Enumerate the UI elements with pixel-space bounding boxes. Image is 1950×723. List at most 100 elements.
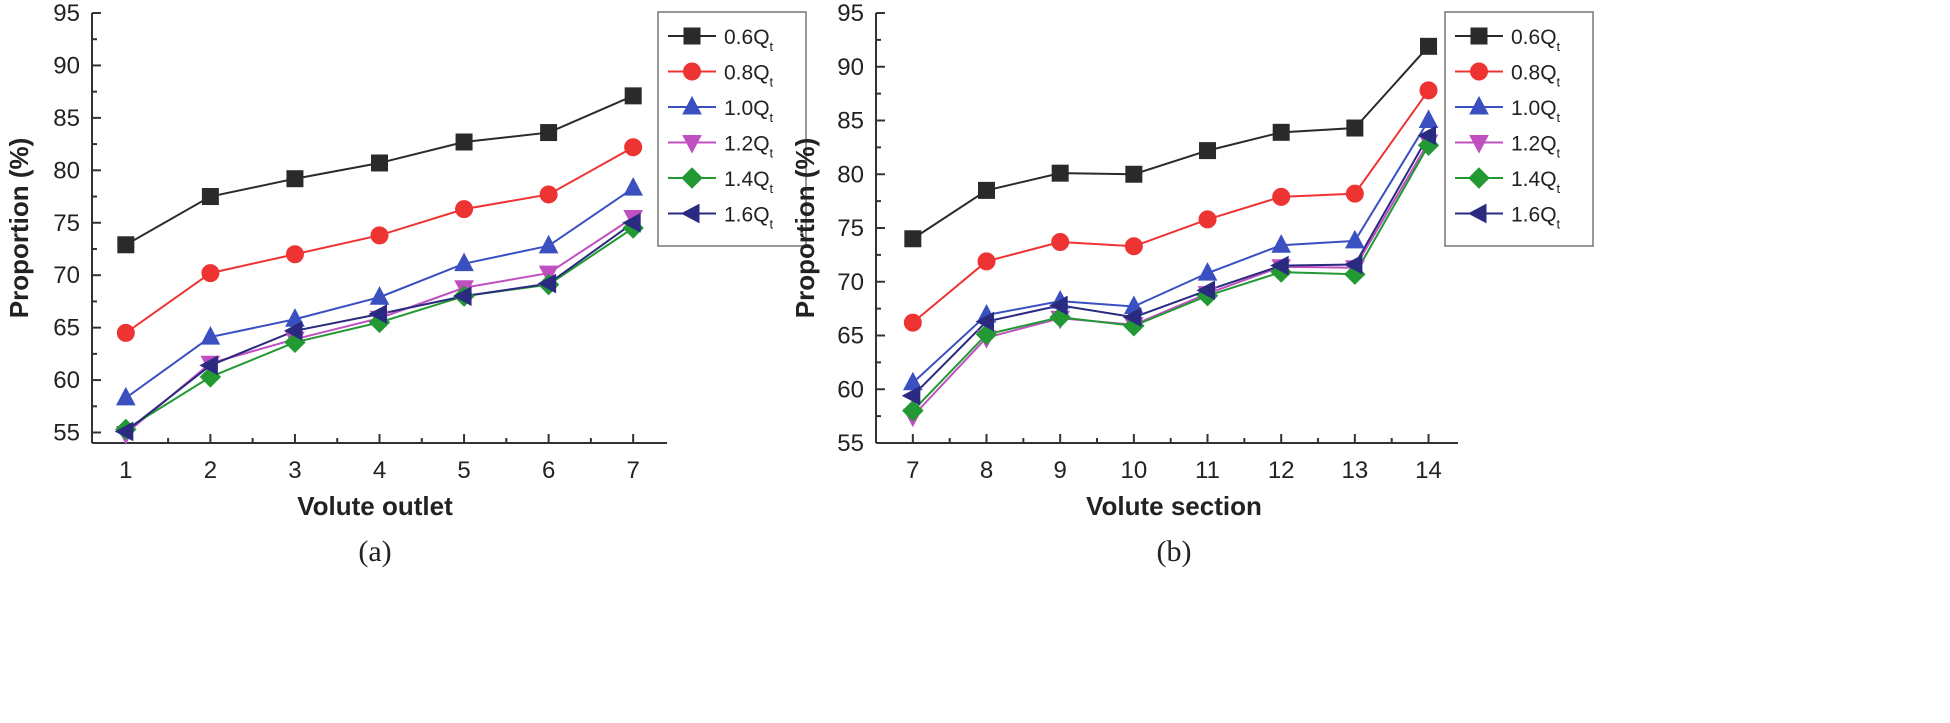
legend-label: 0.8Qt (724, 62, 774, 90)
data-point (1272, 123, 1290, 141)
y-axis-title: Proportion (%) (790, 138, 820, 319)
legend-marker (683, 27, 701, 45)
y-tick-label: 70 (837, 269, 864, 296)
data-point (285, 245, 304, 264)
data-point (1198, 210, 1217, 229)
legend-label-subscript: t (1557, 181, 1561, 196)
legend-label-subscript: t (770, 146, 774, 161)
legend-label-main: 0.8Q (1511, 62, 1557, 85)
legend-marker (1469, 135, 1489, 154)
data-point (624, 87, 642, 105)
legend-label: 1.4Qt (1511, 168, 1561, 196)
legend-marker (682, 95, 702, 115)
legend-label-main: 1.0Q (724, 97, 770, 120)
legend-label: 1.0Qt (1511, 97, 1561, 125)
data-point (283, 320, 303, 341)
panel-label: (b) (1157, 535, 1192, 568)
panel-a: 55 60 65 70 75 80 85 90 95 1 2 3 4 5 6 7 Proportion (%) V… (4, 0, 807, 568)
data-point (901, 385, 921, 406)
x-axis-title: Volute outlet (297, 491, 453, 521)
legend-label-main: 1.6Q (1511, 204, 1557, 227)
data-point (622, 212, 641, 233)
legend-label: 1.0Qt (724, 97, 774, 125)
series-line (912, 141, 1430, 417)
legend-label: 1.6Qt (724, 204, 774, 232)
legend-label-main: 0.6Q (1511, 26, 1557, 49)
data-point (286, 170, 304, 188)
legend-label: 1.6Qt (1511, 204, 1561, 232)
data-point (116, 323, 135, 342)
legend-marker (1467, 203, 1487, 224)
legend-label-main: 0.6Q (724, 26, 770, 49)
data-point (201, 264, 220, 283)
data-point (623, 177, 644, 196)
legend-box (657, 11, 807, 247)
legend-marker (683, 62, 701, 81)
legend-label: 0.6Qt (1511, 26, 1561, 54)
x-tick-label: 7 (906, 457, 919, 484)
legend-label-subscript: t (1557, 146, 1561, 161)
legend-label-subscript: t (770, 75, 774, 90)
y-tick-label: 75 (837, 215, 864, 242)
data-point (199, 355, 218, 376)
data-point (1417, 125, 1437, 146)
data-point (537, 273, 557, 294)
data-point (1049, 295, 1068, 316)
y-tick-label: 85 (53, 105, 80, 132)
data-point (903, 371, 923, 391)
data-point (1345, 184, 1364, 203)
data-point (1197, 262, 1218, 281)
data-point (540, 124, 558, 142)
series-line (912, 144, 1430, 412)
legend-marker (680, 203, 700, 224)
data-point (1343, 254, 1363, 275)
y-axis-title: Proportion (%) (4, 138, 34, 319)
data-point (370, 226, 389, 245)
data-point (201, 188, 219, 206)
data-point (369, 286, 390, 305)
y-tick-label: 95 (53, 0, 80, 27)
legend-label-main: 1.4Q (724, 168, 770, 191)
legend-marker (1468, 167, 1490, 189)
data-point (624, 138, 643, 157)
legend-box (1444, 11, 1594, 247)
y-tick-label: 55 (837, 430, 864, 457)
y-tick-label: 85 (837, 108, 864, 135)
legend-marker (681, 167, 703, 189)
series-line (912, 89, 1430, 324)
data-point (903, 313, 922, 332)
y-tick-label: 95 (837, 0, 864, 27)
x-tick-label: 2 (204, 457, 217, 484)
legend-label: 0.6Qt (724, 26, 774, 54)
panel-label: (a) (358, 535, 391, 568)
y-tick-label: 80 (837, 161, 864, 188)
legend-label-main: 0.8Q (724, 62, 770, 85)
data-point (1346, 119, 1364, 137)
data-point (1271, 234, 1292, 253)
x-tick-label: 13 (1342, 457, 1369, 484)
legend-label-subscript: t (1557, 75, 1561, 90)
legend-label-main: 1.2Q (1511, 133, 1557, 156)
legend-label-subscript: t (770, 39, 774, 54)
data-point (1272, 187, 1291, 206)
legend-marker (1470, 62, 1488, 81)
x-tick-label: 1 (119, 457, 132, 484)
series-line (912, 119, 1430, 384)
legend-label-subscript: t (770, 181, 774, 196)
legend-label: 1.2Qt (1511, 133, 1561, 161)
y-tick-label: 80 (53, 157, 80, 184)
legend-marker (1470, 27, 1488, 45)
data-point (1199, 142, 1217, 160)
legend-label-main: 1.4Q (1511, 168, 1557, 191)
data-point (538, 234, 559, 254)
data-point (1051, 164, 1069, 182)
legend-label: 0.8Qt (1511, 62, 1561, 90)
y-tick-label: 90 (53, 52, 80, 79)
data-point (1122, 307, 1142, 328)
data-point (977, 252, 996, 271)
data-point (975, 311, 995, 332)
x-tick-label: 7 (626, 457, 639, 484)
x-tick-label: 5 (457, 457, 470, 484)
data-point (904, 230, 922, 248)
